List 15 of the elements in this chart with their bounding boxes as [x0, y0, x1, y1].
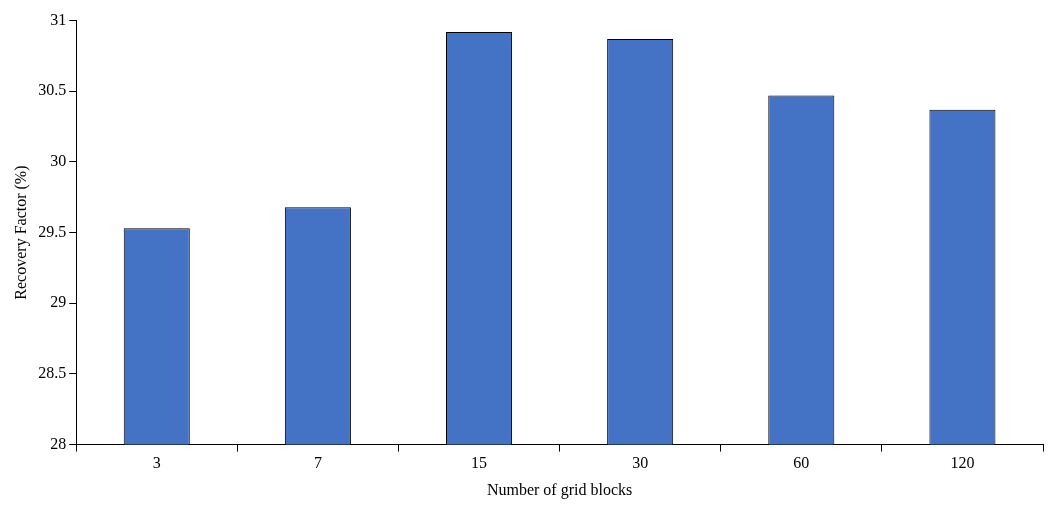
x-tick-label: 60 — [793, 454, 810, 472]
x-tick-label: 120 — [950, 454, 975, 472]
x-tick-label: 7 — [313, 454, 322, 472]
y-tick-label: 30 — [50, 152, 67, 170]
y-axis-title: Recovery Factor (%) — [11, 165, 30, 300]
y-tick-label: 29.5 — [38, 222, 67, 240]
y-tick-label: 31 — [50, 10, 67, 28]
x-tick-label: 15 — [471, 454, 488, 472]
y-tick-label: 28.5 — [38, 364, 67, 382]
y-tick-label: 30.5 — [38, 81, 67, 99]
y-tick-label: 29 — [50, 293, 67, 311]
x-axis-title: Number of grid blocks — [486, 480, 633, 499]
x-tick-label: 3 — [152, 454, 161, 472]
y-tick-label: 28 — [50, 434, 67, 452]
x-tick-label: 30 — [632, 454, 649, 472]
